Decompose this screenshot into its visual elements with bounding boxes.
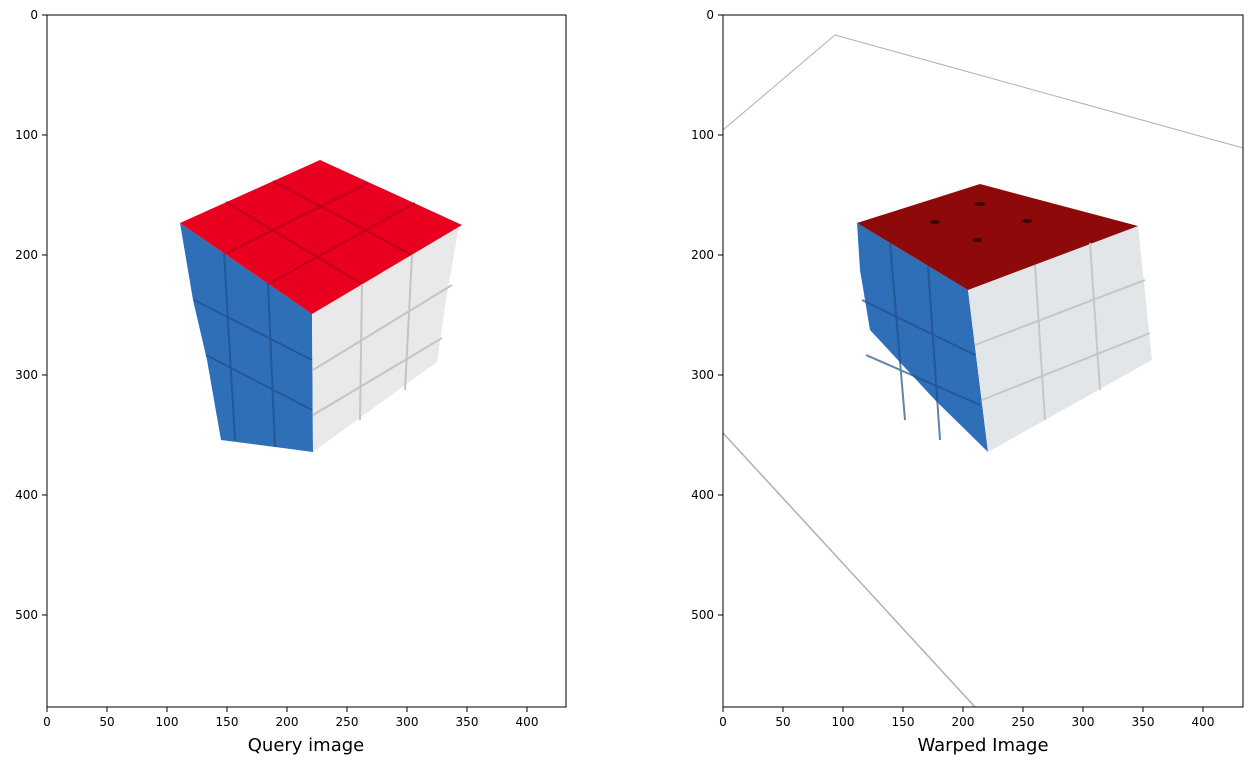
query-x-tick: 250 — [336, 715, 359, 729]
query-cube-image — [180, 160, 462, 452]
query-x-axis: 0 50 100 150 200 250 300 350 400 — [43, 707, 538, 729]
query-axes-frame — [46, 14, 567, 708]
warped-border-lines — [722, 34, 1244, 708]
warped-y-tick: 300 — [691, 368, 714, 382]
query-y-tick: 300 — [15, 368, 38, 382]
warped-y-tick: 0 — [706, 8, 714, 22]
warped-panel: 0 50 100 150 200 250 300 350 400 0 100 2… — [691, 8, 1244, 756]
query-y-axis: 0 100 200 300 400 500 — [15, 8, 47, 622]
query-y-tick: 500 — [15, 608, 38, 622]
warped-image-label: Warped Image — [917, 735, 1048, 756]
query-x-tick: 150 — [216, 715, 239, 729]
warped-x-tick: 350 — [1132, 715, 1155, 729]
query-y-tick: 0 — [30, 8, 38, 22]
warped-y-tick: 400 — [691, 488, 714, 502]
query-x-tick: 50 — [99, 715, 114, 729]
warped-cube-image — [857, 184, 1152, 452]
warped-x-tick: 200 — [952, 715, 975, 729]
query-x-tick: 200 — [276, 715, 299, 729]
query-x-tick: 100 — [156, 715, 179, 729]
query-image-label: Query image — [248, 735, 365, 756]
warped-x-axis: 0 50 100 150 200 250 300 350 400 — [719, 707, 1214, 729]
query-y-tick: 400 — [15, 488, 38, 502]
warped-x-tick: 50 — [775, 715, 790, 729]
query-x-tick: 0 — [43, 715, 51, 729]
query-y-tick: 200 — [15, 248, 38, 262]
warped-y-tick: 100 — [691, 128, 714, 142]
warped-x-tick: 100 — [832, 715, 855, 729]
warped-x-tick: 150 — [892, 715, 915, 729]
query-x-tick: 400 — [516, 715, 539, 729]
warped-axes-frame — [722, 14, 1244, 708]
query-x-tick: 300 — [396, 715, 419, 729]
query-y-tick: 100 — [15, 128, 38, 142]
warped-x-tick: 250 — [1012, 715, 1035, 729]
warped-y-axis: 0 100 200 300 400 500 — [691, 8, 723, 622]
warped-x-tick: 0 — [719, 715, 727, 729]
query-panel: 0 50 100 150 200 250 300 350 400 0 100 2… — [15, 8, 567, 756]
warped-x-tick: 400 — [1192, 715, 1215, 729]
warped-y-tick: 200 — [691, 248, 714, 262]
warped-y-tick: 500 — [691, 608, 714, 622]
query-x-tick: 350 — [456, 715, 479, 729]
warped-x-tick: 300 — [1072, 715, 1095, 729]
